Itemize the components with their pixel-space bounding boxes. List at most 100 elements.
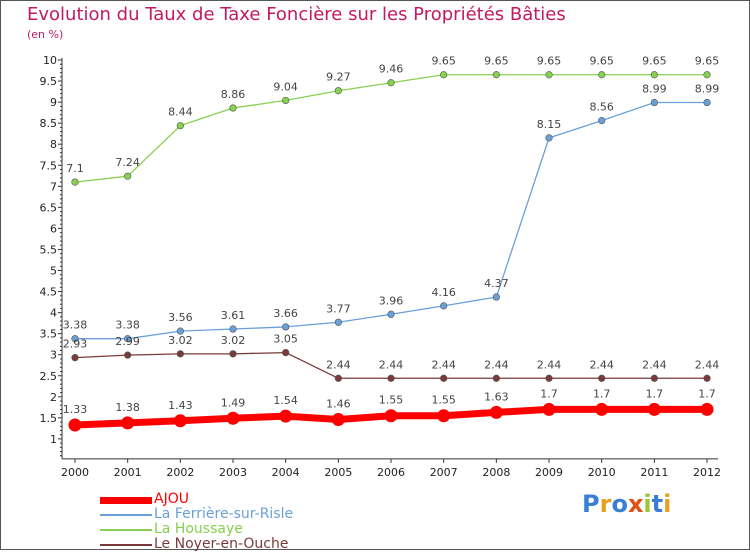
y-tick-label: 1 — [50, 433, 57, 446]
data-label: 2.44 — [642, 358, 667, 371]
data-point — [595, 402, 609, 416]
data-label: 3.02 — [221, 334, 246, 347]
data-label: 8.15 — [537, 118, 562, 131]
logo-letter: P — [582, 490, 600, 518]
y-tick-label: 4.5 — [40, 286, 58, 299]
data-point — [121, 416, 135, 430]
data-point — [492, 374, 500, 382]
data-point — [173, 414, 187, 428]
logo-letter: i — [643, 490, 652, 518]
legend-swatch — [100, 496, 152, 504]
data-label: 2.44 — [431, 358, 456, 371]
data-label: 1.33 — [63, 403, 88, 416]
data-point — [598, 117, 606, 125]
data-point — [331, 413, 345, 427]
logo-letter: t — [651, 490, 664, 518]
y-tick-label: 4 — [50, 307, 57, 320]
x-tick-label: 2007 — [430, 466, 458, 479]
y-tick-label: 3 — [50, 349, 57, 362]
data-point — [545, 71, 553, 79]
data-label: 1.63 — [484, 390, 509, 403]
legend-label: La Ferrière-sur-Risle — [154, 506, 294, 522]
data-point — [71, 335, 79, 343]
data-point — [279, 409, 293, 423]
data-label: 3.05 — [273, 333, 298, 346]
chart-title: Evolution du Taux de Taxe Foncière sur l… — [27, 4, 566, 25]
y-tick-label: 5 — [50, 265, 57, 278]
data-point — [124, 172, 132, 180]
x-tick-label: 2012 — [693, 466, 721, 479]
data-label: 1.7 — [593, 387, 611, 400]
data-point — [384, 409, 398, 423]
data-point — [650, 98, 658, 107]
logo-letter: i — [663, 490, 672, 518]
data-point — [650, 71, 658, 79]
logo-letter: r — [599, 490, 612, 518]
data-point — [387, 374, 395, 382]
data-label: 4.16 — [431, 286, 456, 299]
logo-letter: x — [627, 490, 644, 518]
data-point — [703, 374, 711, 382]
legend-label: Le Noyer-en-Ouche — [154, 536, 289, 552]
data-label: 2.44 — [537, 358, 562, 371]
data-label: 1.7 — [646, 387, 664, 400]
data-point — [598, 71, 606, 79]
data-point — [229, 104, 237, 112]
data-point — [282, 323, 290, 331]
data-label: 9.65 — [431, 55, 456, 68]
data-point — [124, 335, 132, 343]
data-point — [176, 350, 184, 358]
data-label: 1.55 — [379, 394, 404, 407]
x-tick-label: 2010 — [588, 466, 616, 479]
data-label: 3.02 — [168, 334, 193, 347]
data-label: 3.96 — [379, 294, 404, 307]
legend-label: AJOU — [154, 491, 189, 507]
data-label: 9.46 — [379, 63, 404, 76]
data-point — [229, 350, 237, 358]
data-label: 2.93 — [63, 338, 88, 351]
data-point — [647, 402, 661, 416]
data-point — [387, 79, 395, 87]
data-point — [334, 374, 342, 382]
data-point — [226, 411, 240, 425]
data-point — [437, 409, 451, 423]
data-label: 2.99 — [115, 335, 140, 348]
data-label: 3.56 — [168, 311, 193, 324]
data-point — [650, 374, 658, 382]
data-label: 7.1 — [66, 162, 84, 175]
data-label: 1.49 — [221, 396, 246, 409]
data-point — [492, 71, 500, 79]
data-point — [176, 327, 184, 335]
data-label: 8.99 — [695, 83, 720, 96]
data-label: 9.04 — [273, 80, 298, 93]
y-tick-label: 3.5 — [40, 328, 58, 341]
data-point — [545, 374, 553, 382]
data-point — [71, 354, 79, 362]
data-label: 9.65 — [589, 55, 614, 68]
data-label: 8.44 — [168, 106, 193, 119]
chart-subtitle: (en %) — [27, 28, 64, 41]
data-point — [545, 134, 553, 142]
data-label: 2.44 — [589, 358, 614, 371]
y-tick-label: 2.5 — [40, 370, 58, 383]
data-label: 9.65 — [642, 55, 667, 68]
data-label: 9.27 — [326, 71, 351, 84]
data-point — [282, 348, 290, 357]
data-point — [387, 310, 395, 318]
data-point — [542, 402, 556, 416]
data-label: 2.44 — [326, 358, 351, 371]
y-tick-label: 5.5 — [40, 243, 58, 256]
legend-swatch — [100, 529, 152, 531]
legend-swatch — [100, 544, 152, 546]
data-label: 1.7 — [540, 387, 558, 400]
data-label: 3.66 — [273, 307, 298, 320]
data-label: 9.65 — [695, 55, 720, 68]
x-tick-label: 2003 — [219, 466, 247, 479]
data-point — [489, 405, 503, 419]
data-point — [334, 87, 342, 95]
y-tick-label: 7.5 — [40, 159, 58, 172]
y-tick-label: 2 — [50, 391, 57, 404]
data-label: 1.46 — [326, 398, 351, 411]
y-tick-label: 1.5 — [40, 412, 58, 425]
